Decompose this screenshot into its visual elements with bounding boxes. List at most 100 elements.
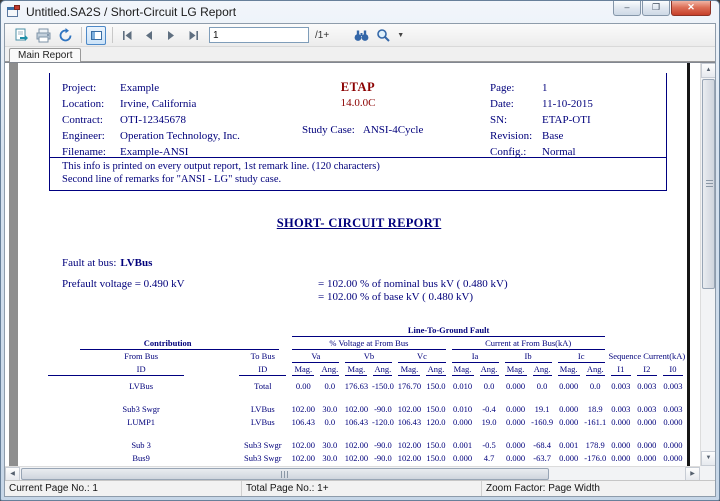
page-number-input[interactable]: [209, 27, 309, 43]
zoom-button[interactable]: [373, 26, 393, 45]
prefault-voltage: Prefault voltage = 0.490 kV = 102.00 % o…: [62, 278, 508, 303]
table-cell: Sub 3: [131, 440, 151, 450]
header-cell: Mag.: [449, 364, 477, 377]
header-cell: Ang.: [317, 364, 342, 377]
find-button[interactable]: [351, 26, 371, 45]
header-cell: Line-To-Ground Fault: [289, 325, 607, 338]
header-cell: Vc: [395, 351, 448, 364]
next-page-button[interactable]: [161, 26, 181, 45]
close-button[interactable]: ✕: [671, 1, 711, 16]
table-cell: 0.000: [559, 417, 579, 427]
prefault-eq-1: = 102.00 % of nominal bus kV ( 0.480 kV): [318, 278, 508, 290]
table-cell: 102.00: [291, 404, 316, 414]
export-button[interactable]: [11, 26, 31, 45]
title-bar[interactable]: Untitled.SA2S / Short-Circuit LG Report …: [1, 1, 719, 22]
table-cell: 106.43: [397, 417, 422, 427]
header-cell: Ang.: [423, 364, 448, 377]
table-cell: -160.9: [531, 417, 554, 427]
scroll-down-button[interactable]: ▼: [701, 451, 715, 466]
table-cell: Bus9: [132, 453, 150, 463]
table-cell: -150.0: [371, 381, 394, 391]
scroll-left-button[interactable]: ◀: [5, 467, 20, 480]
table-cell: LVBus: [250, 417, 275, 427]
table-cell: -0.5: [482, 440, 496, 450]
table-cell: -0.4: [482, 404, 496, 414]
info-row: SN: ETAP-OTI: [490, 114, 591, 126]
toolbar-separator: [112, 27, 113, 43]
first-page-button[interactable]: [117, 26, 137, 45]
table-cell: -120.0: [371, 417, 394, 427]
refresh-button[interactable]: [55, 26, 75, 45]
client-area: /1+ ▼ Main Report: [4, 23, 716, 497]
app-icon[interactable]: [7, 5, 21, 18]
tab-main-report[interactable]: Main Report: [9, 48, 82, 62]
table-row: LUMP1 LVBus 106.43 0.0 106.43 -120.0 106.43 120…: [46, 417, 686, 430]
table-cell: 102.00: [397, 404, 422, 414]
header-cell: Mag.: [502, 364, 530, 377]
header-cell: % Voltage at From Bus: [289, 338, 448, 351]
toggle-group-tree-button[interactable]: [86, 25, 106, 45]
table-cell: LVBus: [250, 404, 275, 414]
table-cell: 0.000: [506, 381, 526, 391]
header-cell: [46, 325, 289, 338]
vertical-scroll-thumb[interactable]: [702, 79, 715, 289]
table-cell: Total: [254, 381, 272, 391]
table-cell: 0.000: [452, 453, 473, 463]
window-controls: – ❐ ✕: [612, 1, 711, 16]
table-cell: 102.00: [291, 453, 316, 463]
report-header-right: Page: 1 Date: 11-10-2015 SN: ETAP-OTI Revision…: [490, 80, 593, 160]
report-header-left: Project: Example Location: Irvine, Californ…: [62, 80, 240, 160]
maximize-button[interactable]: ❐: [642, 1, 670, 16]
vertical-scrollbar[interactable]: ▲ ▼: [700, 63, 715, 466]
table-cell: 0.003: [637, 381, 657, 391]
group-tree-splitter[interactable]: [9, 63, 18, 466]
table-cell: 0.000: [559, 381, 579, 391]
header-cell: Ic: [555, 351, 608, 364]
header-cell: I0: [660, 364, 686, 377]
table-cell: 176.70: [397, 381, 422, 391]
status-zoom-factor: Zoom Factor: Page Width: [486, 483, 600, 494]
table-cell: 18.9: [587, 404, 603, 414]
table-cell: -90.0: [374, 453, 392, 463]
last-page-button[interactable]: [183, 26, 203, 45]
printer-icon: [36, 28, 50, 42]
table-cell: 0.000: [506, 453, 526, 463]
table-cell: 102.00: [344, 404, 369, 414]
zoom-dropdown-caret[interactable]: ▼: [397, 31, 405, 39]
table-cell: 0.00: [295, 381, 311, 391]
report-title: SHORT- CIRCUIT REPORT: [276, 216, 442, 230]
header-cell: [608, 325, 686, 338]
binoculars-icon: [354, 30, 369, 41]
horizontal-scrollbar[interactable]: ◀ ▶: [5, 466, 700, 480]
table-cell: 150.0: [426, 440, 446, 450]
table-row: Sub 3 Sub3 Swgr 102.00 30.0 102.00 -90.0 102.0…: [46, 440, 686, 453]
horizontal-scroll-thumb[interactable]: [21, 468, 550, 480]
scroll-up-button[interactable]: ▲: [701, 63, 715, 78]
table-cell: 102.00: [291, 440, 316, 450]
table-cell: 0.000: [611, 417, 631, 427]
info-row: Contract: OTI-12345678: [62, 114, 186, 126]
next-page-icon: [168, 30, 174, 40]
header-cell: Vb: [342, 351, 395, 364]
magnifier-icon: [377, 29, 390, 42]
table-cell: LVBus: [129, 381, 154, 391]
info-row: Revision: Base: [490, 130, 564, 142]
refresh-icon: [59, 27, 71, 41]
minimize-button[interactable]: –: [613, 1, 641, 16]
group-tree-icon: [90, 30, 102, 40]
scroll-right-button[interactable]: ▶: [685, 467, 700, 480]
study-case: Study Case: ANSI-4Cycle: [302, 124, 424, 136]
table-cell: LUMP1: [127, 417, 156, 427]
header-cell: Current at From Bus(kA): [449, 338, 608, 351]
table-cell: 0.000: [506, 440, 526, 450]
table-cell: 0.000: [637, 453, 657, 463]
table-cell: 0.000: [506, 404, 526, 414]
previous-page-button[interactable]: [139, 26, 159, 45]
print-button[interactable]: [33, 26, 53, 45]
table-cell: Sub3 Swgr: [244, 440, 282, 450]
table-cell: 0.000: [559, 453, 579, 463]
header-cell: Mag.: [395, 364, 423, 377]
header-cell: Mag.: [555, 364, 583, 377]
table-cell: 0.010: [452, 381, 473, 391]
